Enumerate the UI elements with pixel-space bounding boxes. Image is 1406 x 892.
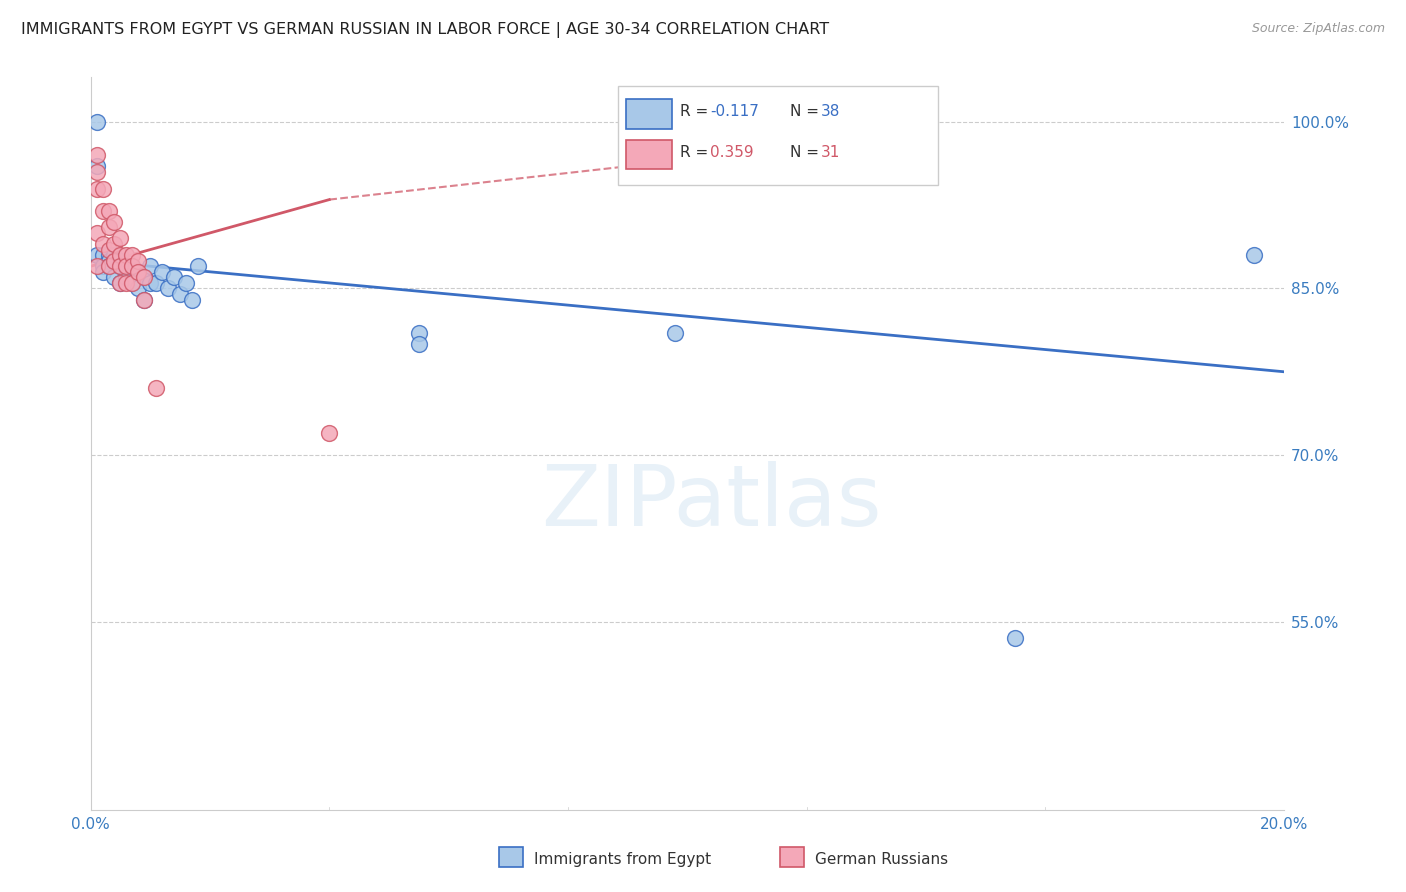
- Text: ZIPatlas: ZIPatlas: [541, 461, 882, 544]
- Point: [127, 281, 149, 295]
- Text: Source: ZipAtlas.com: Source: ZipAtlas.com: [1251, 22, 1385, 36]
- Point: [97, 259, 120, 273]
- Point: [408, 337, 430, 351]
- Point: [103, 253, 125, 268]
- Point: [97, 259, 120, 273]
- Point: [115, 259, 138, 273]
- Point: [97, 220, 120, 235]
- Point: [134, 293, 156, 307]
- Point: [1004, 632, 1026, 646]
- Point: [664, 326, 686, 340]
- Point: [103, 270, 125, 285]
- Text: IMMIGRANTS FROM EGYPT VS GERMAN RUSSIAN IN LABOR FORCE | AGE 30-34 CORRELATION C: IMMIGRANTS FROM EGYPT VS GERMAN RUSSIAN …: [21, 22, 830, 38]
- Point: [187, 259, 209, 273]
- Point: [169, 287, 191, 301]
- Point: [174, 276, 197, 290]
- Point: [134, 270, 156, 285]
- Point: [86, 248, 108, 262]
- Point: [97, 203, 120, 218]
- Text: N =: N =: [790, 145, 824, 160]
- Point: [121, 248, 143, 262]
- Point: [134, 293, 156, 307]
- Point: [150, 265, 173, 279]
- Point: [163, 270, 186, 285]
- Text: Immigrants from Egypt: Immigrants from Egypt: [534, 852, 711, 867]
- Text: 38: 38: [821, 104, 841, 120]
- Point: [86, 115, 108, 129]
- Point: [91, 259, 114, 273]
- FancyBboxPatch shape: [627, 140, 672, 169]
- Point: [86, 159, 108, 173]
- Text: R =: R =: [681, 104, 713, 120]
- Point: [91, 248, 114, 262]
- Point: [115, 248, 138, 262]
- Point: [103, 215, 125, 229]
- Point: [139, 259, 162, 273]
- Point: [91, 203, 114, 218]
- Point: [121, 259, 143, 273]
- Point: [91, 181, 114, 195]
- Text: -0.117: -0.117: [710, 104, 759, 120]
- Point: [103, 248, 125, 262]
- Text: German Russians: German Russians: [815, 852, 949, 867]
- Point: [115, 270, 138, 285]
- Point: [115, 259, 138, 273]
- Point: [145, 276, 167, 290]
- Point: [91, 265, 114, 279]
- Point: [103, 253, 125, 268]
- Point: [86, 226, 108, 240]
- Text: R =: R =: [681, 145, 713, 160]
- Text: N =: N =: [790, 104, 824, 120]
- Point: [97, 243, 120, 257]
- Text: 0.359: 0.359: [710, 145, 754, 160]
- Point: [97, 248, 120, 262]
- Point: [157, 281, 180, 295]
- Point: [110, 276, 132, 290]
- Point: [121, 276, 143, 290]
- Point: [110, 248, 132, 262]
- Point: [127, 265, 149, 279]
- Point: [110, 231, 132, 245]
- Point: [121, 259, 143, 273]
- Point: [110, 259, 132, 273]
- Point: [110, 253, 132, 268]
- Point: [121, 276, 143, 290]
- Point: [103, 237, 125, 252]
- FancyBboxPatch shape: [619, 87, 938, 186]
- Point: [1243, 248, 1265, 262]
- Point: [91, 237, 114, 252]
- Point: [86, 259, 108, 273]
- Point: [86, 148, 108, 162]
- Point: [86, 181, 108, 195]
- Point: [86, 165, 108, 179]
- Point: [408, 326, 430, 340]
- Point: [127, 253, 149, 268]
- Point: [181, 293, 204, 307]
- FancyBboxPatch shape: [627, 99, 672, 128]
- Point: [110, 259, 132, 273]
- Point: [139, 276, 162, 290]
- Point: [115, 276, 138, 290]
- Point: [110, 276, 132, 290]
- Point: [127, 265, 149, 279]
- Point: [134, 270, 156, 285]
- Text: 31: 31: [821, 145, 841, 160]
- Point: [145, 381, 167, 395]
- Point: [97, 253, 120, 268]
- Point: [318, 425, 340, 440]
